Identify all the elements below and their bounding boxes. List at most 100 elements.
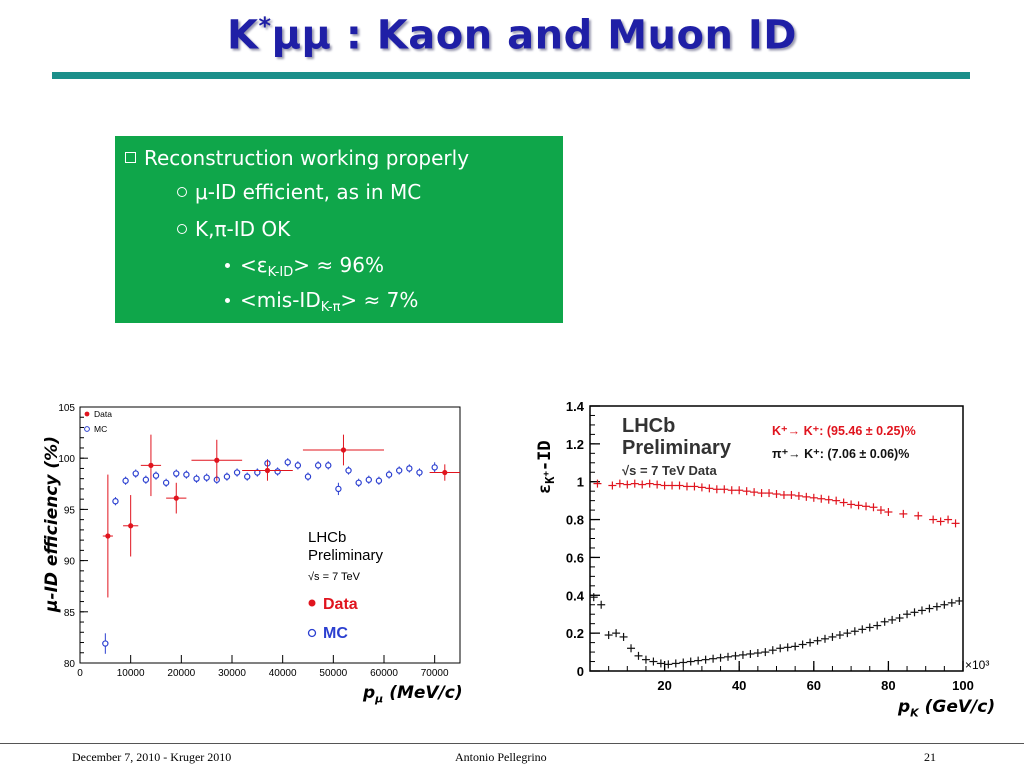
overlay-data-marker: [308, 599, 316, 607]
mc-point: [396, 467, 403, 474]
mc-point: [193, 475, 200, 482]
mc-point: [284, 459, 291, 466]
mc-point: [254, 469, 261, 476]
chart1-y-tick-label: 95: [64, 505, 76, 516]
chart1-y-label: μ-ID efficiency (%): [42, 436, 62, 612]
chart2-x-tick-label: 20: [657, 678, 671, 692]
mc-point: [416, 469, 423, 476]
title-divider: [52, 72, 970, 79]
chart2-y-tick-label: 1: [577, 475, 584, 490]
data-point: [105, 533, 111, 539]
mc-point: [335, 485, 342, 493]
mc-point: [365, 476, 372, 483]
legend-data-label: Data: [94, 409, 112, 419]
mc-point: [385, 471, 393, 478]
chart2-y-tick-label: 1.4: [566, 399, 585, 414]
mc-point: [203, 474, 210, 481]
legend-mc-marker: [84, 426, 90, 432]
mc-point: [431, 464, 438, 471]
data-point: [264, 467, 271, 474]
chart2-x-tick-label: 100: [952, 678, 974, 692]
overlay-data-label: Data: [323, 596, 358, 613]
energy-label: √s = 7 TeV: [308, 571, 361, 583]
energy-label: √s = 7 TeV Data: [622, 463, 717, 478]
footer-date: December 7, 2010 - Kruger 2010: [72, 750, 232, 764]
mc-point: [132, 470, 139, 477]
dot-bullet-icon: [225, 263, 230, 268]
circle-bullet-icon: [177, 224, 187, 234]
bullet-4: <εK-ID> ≈ 96%: [225, 253, 384, 280]
chart1-y-tick-label: 80: [64, 659, 76, 670]
legend-data-marker: [84, 411, 90, 417]
mc-point: [112, 498, 119, 505]
bullet-5: <mis-IDK-π> ≈ 7%: [225, 288, 418, 315]
mc-point: [223, 473, 231, 480]
footer-author: Antonio Pellegrino: [455, 750, 547, 764]
data-point: [340, 447, 347, 453]
legend-mc-label: MC: [94, 424, 107, 434]
footer-page-number: 21: [924, 750, 936, 764]
chart1-x-tick-label: 70000: [421, 668, 449, 679]
mc-point: [294, 462, 302, 469]
mc-point: [243, 473, 251, 480]
muon-id-efficiency-chart: 80 85 90 95 100 105 0 10000 20000 30000 40000 50000…: [58, 403, 461, 679]
chart2-x-tick-label: 80: [881, 678, 895, 692]
bullet-2: μ-ID efficient, as in MC: [177, 180, 421, 204]
chart2-exponent: ×10³: [965, 658, 989, 672]
chart1-x-tick-label: 60000: [370, 668, 398, 679]
bullet-1: Reconstruction working properly: [125, 146, 469, 170]
mc-point: [152, 472, 160, 479]
legend-kaon-label: K⁺→ K⁺: (95.46 ± 0.25)%: [772, 424, 916, 438]
chart1-x-tick-label: 40000: [269, 668, 297, 679]
chart2-y-tick-label: 0.2: [566, 626, 584, 641]
overlay-mc-label: MC: [323, 625, 348, 642]
mc-point: [233, 469, 241, 476]
dot-bullet-icon: [225, 298, 230, 303]
chart1-frame: [79, 406, 461, 664]
bullet-3: K,π-ID OK: [177, 217, 290, 241]
data-point: [442, 469, 448, 476]
chart2-frame: [589, 405, 964, 672]
mc-point: [142, 476, 150, 483]
mc-point: [314, 462, 322, 469]
mc-point: [345, 467, 352, 474]
circle-bullet-icon: [177, 187, 187, 197]
data-point: [128, 523, 134, 529]
data-point: [173, 495, 179, 501]
mc-point: [355, 479, 362, 486]
data-point: [148, 462, 154, 468]
chart2-x-label: pK (GeV/c): [898, 697, 996, 720]
chart2-y-tick-label: 0.8: [566, 513, 584, 528]
chart1-y-tick-label: 105: [58, 403, 75, 414]
slide-title: K*μμ : Kaon and Muon ID: [227, 12, 797, 59]
mc-point: [375, 477, 383, 484]
legend-pion-label: π⁺→ K⁺: (7.06 ± 0.06)%: [772, 447, 909, 461]
kaon-id-efficiency-chart: 0 0.2 0.4 0.6 0.8 1 1.2 1.4 20 40 60 80 100 ×10³ LHCbP…: [566, 399, 989, 692]
mc-point: [162, 479, 170, 486]
mc-point: [102, 640, 109, 647]
chart1-x-tick-label: 30000: [218, 668, 246, 679]
lhcb-label: LHCb: [308, 529, 346, 546]
lhcb-label: LHCb: [622, 415, 675, 437]
chart2-x-tick-label: 60: [807, 678, 821, 692]
mc-point: [173, 470, 180, 477]
mc-point: [304, 473, 312, 480]
chart1-x-tick-label: 20000: [167, 668, 195, 679]
summary-box: Reconstruction working properly μ-ID eff…: [115, 136, 563, 323]
chart1-x-label: pμ (MeV/c): [363, 683, 463, 706]
mc-point: [325, 462, 332, 469]
footer-divider: [0, 743, 1024, 744]
preliminary-label: Preliminary: [622, 437, 732, 459]
square-bullet-icon: [125, 152, 136, 163]
mc-point: [183, 471, 190, 478]
chart2-y-tick-label: 0: [577, 664, 584, 679]
chart1-x-tick-label: 0: [77, 668, 83, 679]
mc-point: [406, 465, 413, 472]
chart1-y-tick-label: 90: [64, 557, 76, 568]
chart1-x-tick-label: 10000: [117, 668, 145, 679]
chart2-y-tick-label: 0.6: [566, 550, 584, 565]
data-point: [214, 457, 220, 463]
chart1-y-tick-label: 85: [64, 608, 76, 619]
chart2-x-tick-label: 40: [732, 678, 746, 692]
chart2-y-tick-label: 1.2: [566, 437, 584, 452]
